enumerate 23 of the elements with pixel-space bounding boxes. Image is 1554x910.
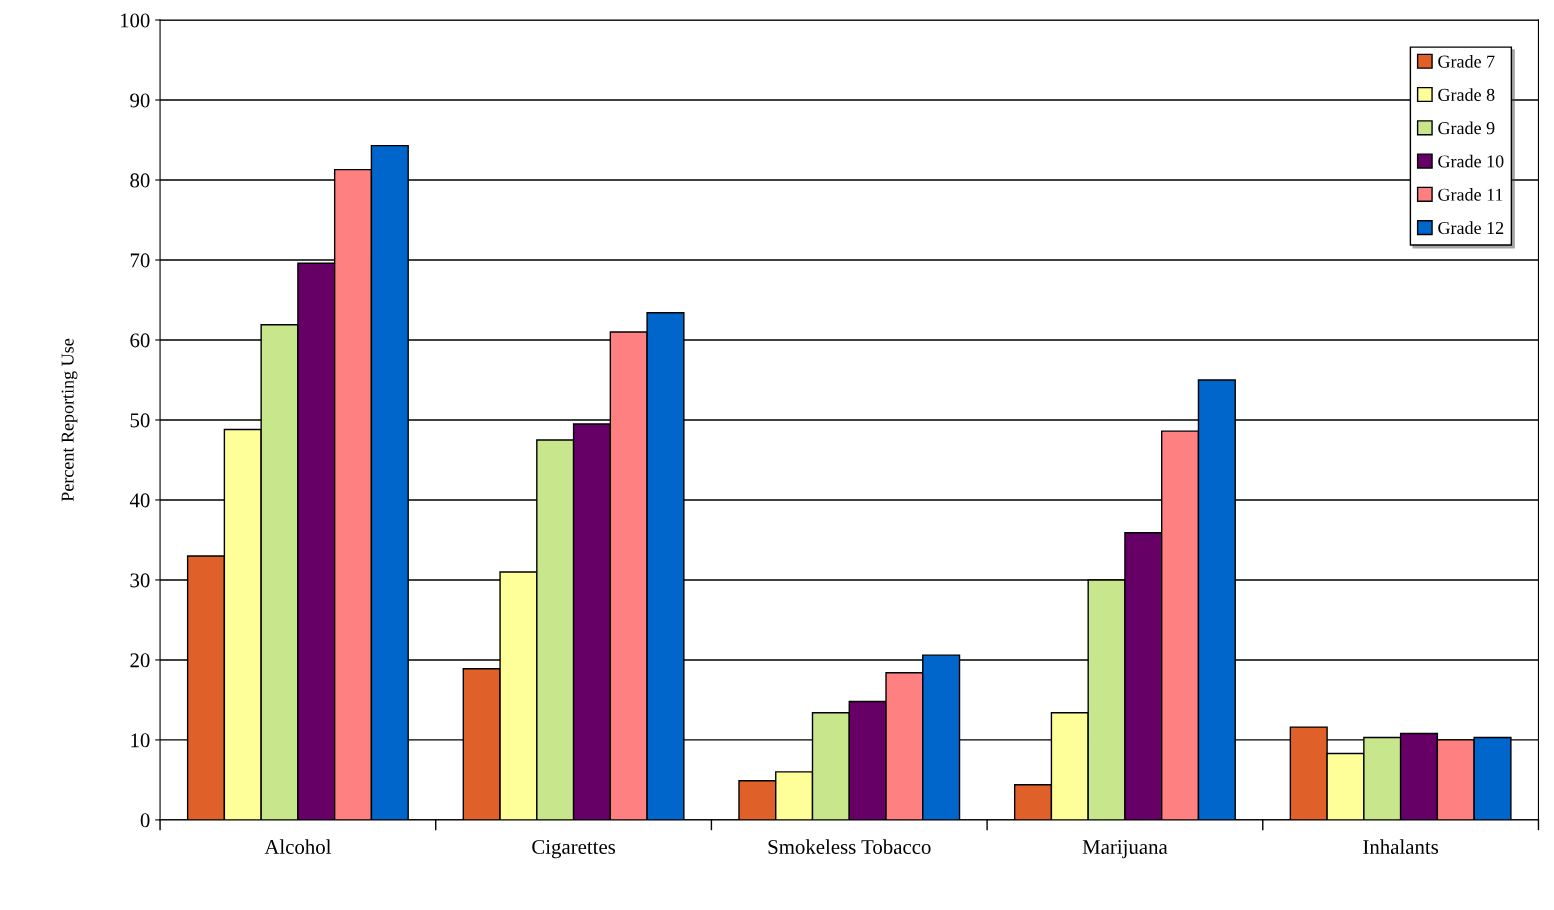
y-tick-label: 100 (120, 13, 150, 28)
legend-label: Grade 11 (1438, 188, 1503, 201)
legend-label: Grade 10 (1438, 154, 1504, 168)
y-tick-label: 30 (130, 573, 150, 588)
x-tick-label: Marijuana (1082, 840, 1168, 859)
y-axis-title: Percent Reporting Use (61, 338, 78, 502)
y-tick-label: 80 (130, 173, 150, 188)
legend-label: Grade 9 (1438, 121, 1495, 135)
y-tick-label: 20 (130, 653, 150, 668)
x-tick-label: Alcohol (264, 839, 332, 855)
y-tick-label: 70 (130, 253, 150, 268)
y-tick-label: 0 (140, 813, 150, 828)
x-tick-label: Smokeless Tobacco (768, 839, 931, 855)
legend-label: Grade 8 (1438, 88, 1495, 101)
legend-label: Grade 12 (1438, 221, 1504, 235)
y-tick-label: 40 (129, 493, 150, 508)
x-tick-label: Cigarettes (532, 839, 616, 859)
y-tick-label: 90 (130, 93, 150, 108)
y-tick-label: 10 (131, 733, 150, 748)
y-tick-label: 50 (130, 413, 150, 428)
y-tick-label: 60 (130, 333, 150, 348)
x-tick-label: Inhalants (1363, 839, 1439, 855)
legend-label: Grade 7 (1438, 54, 1495, 68)
